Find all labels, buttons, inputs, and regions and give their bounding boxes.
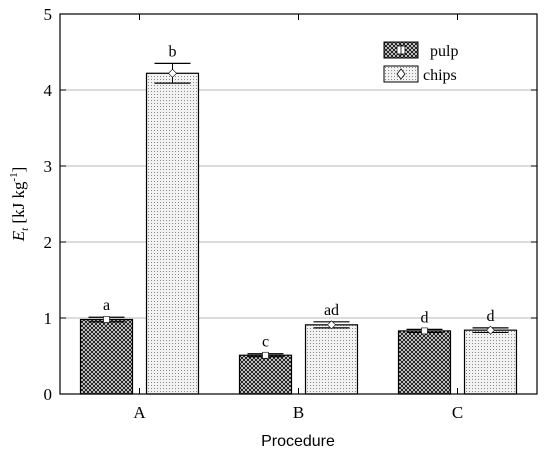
legend-marker-chips — [396, 68, 406, 80]
gridlines — [60, 89, 537, 319]
legend: pulp chips — [383, 41, 458, 84]
y-axis-label-exponent: -1 — [8, 172, 20, 181]
significance-letter: b — [169, 43, 177, 60]
bars — [79, 72, 518, 395]
y-axis-ticks: 0 1 2 3 4 5 — [44, 5, 537, 404]
x-tick-label: B — [293, 403, 304, 422]
mean-marker — [327, 320, 336, 330]
y-tick-label: 5 — [44, 5, 53, 24]
significance-letter: ad — [324, 302, 339, 319]
y-axis-label-subscript: t — [19, 227, 31, 231]
y-tick-label: 2 — [44, 233, 53, 252]
error-bars — [88, 62, 509, 359]
legend-label-chips: chips — [423, 67, 457, 84]
x-axis-ticks: A B C — [133, 14, 463, 422]
x-tick-label: C — [452, 403, 463, 422]
y-tick-label: 1 — [44, 309, 53, 328]
significance-letter: a — [103, 297, 110, 314]
mean-marker — [168, 68, 177, 78]
y-axis-label-close: ] — [9, 167, 28, 173]
significance-letter: d — [487, 308, 495, 325]
bar-chips-A — [145, 72, 200, 395]
bar-pulp-B — [238, 354, 293, 395]
significance-letter: c — [262, 334, 269, 351]
legend-label-pulp: pulp — [430, 43, 458, 60]
y-axis-label: Et [kJ kg-1] — [8, 167, 31, 243]
mean-marker — [103, 316, 110, 323]
y-axis-label-symbol: E — [9, 230, 28, 242]
mean-marker — [262, 351, 269, 359]
bar-chips-C — [463, 329, 518, 395]
x-tick-label: A — [133, 403, 146, 422]
bar-pulp-C — [397, 330, 452, 395]
bar-pulp-A — [79, 318, 134, 395]
bar-chips-B — [304, 324, 359, 395]
significance-letters: a b c ad d d — [103, 43, 495, 350]
y-tick-label: 3 — [44, 157, 53, 176]
significance-letter: d — [421, 309, 429, 326]
y-axis-label-unit: [kJ kg — [9, 181, 28, 228]
y-tick-label: 0 — [44, 385, 53, 404]
x-axis-label: Procedure — [261, 433, 335, 450]
mean-marker — [486, 325, 495, 335]
mean-marker — [421, 327, 428, 335]
y-tick-label: 4 — [44, 81, 53, 100]
